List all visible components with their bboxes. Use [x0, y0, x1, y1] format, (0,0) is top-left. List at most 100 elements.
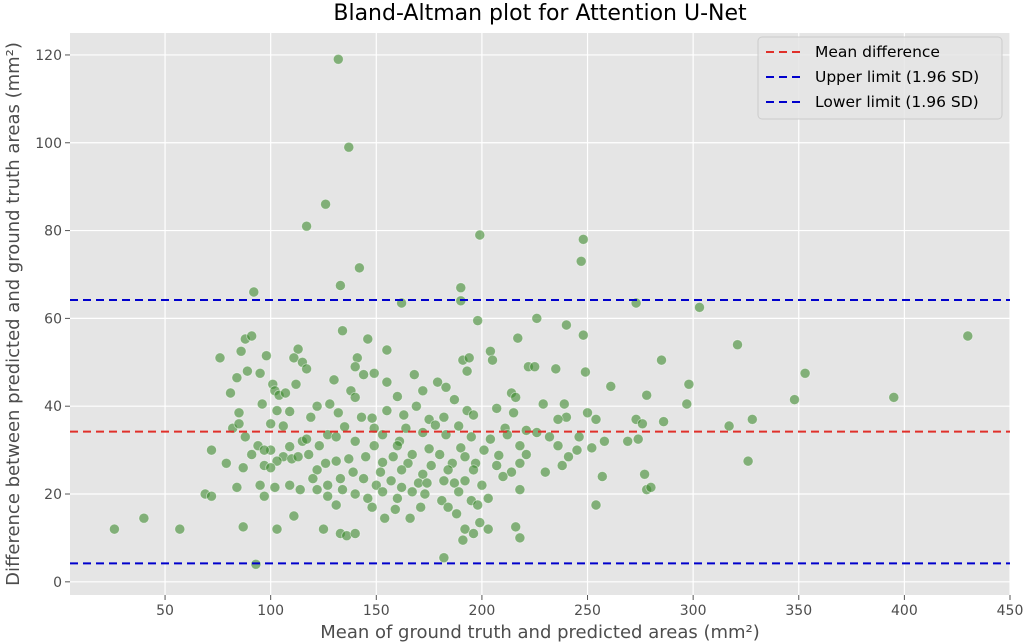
data-point — [506, 466, 517, 478]
data-point — [301, 363, 313, 375]
data-point — [442, 464, 454, 476]
data-point — [385, 475, 397, 487]
data-point — [381, 344, 393, 356]
data-point — [639, 468, 650, 480]
data-point — [493, 449, 505, 461]
data-point — [258, 444, 270, 456]
data-point — [529, 361, 541, 373]
data-point — [280, 387, 291, 399]
legend-box — [757, 36, 1003, 120]
x-axis-label: Mean of ground truth and predicted areas… — [320, 622, 760, 643]
data-point — [436, 495, 448, 507]
y-tick-label: 120 — [35, 48, 62, 64]
data-point — [683, 378, 695, 390]
data-point — [605, 380, 617, 392]
data-point — [358, 473, 370, 485]
data-point — [482, 523, 494, 535]
data-point — [520, 449, 532, 460]
data-point — [254, 479, 266, 491]
data-point — [109, 523, 120, 535]
data-point — [453, 486, 465, 498]
data-point — [301, 220, 313, 232]
legend-label: Mean difference — [815, 43, 940, 61]
data-point — [746, 413, 758, 425]
data-point — [353, 262, 365, 274]
data-point — [311, 484, 323, 496]
x-tick-label: 200 — [469, 603, 496, 619]
data-point — [573, 431, 585, 443]
data-point — [888, 391, 900, 403]
data-point — [174, 523, 186, 535]
y-tick-label: 40 — [44, 399, 62, 415]
data-point — [301, 433, 313, 445]
data-point — [434, 449, 446, 460]
data-point — [440, 381, 452, 393]
data-point — [455, 442, 467, 454]
data-point — [235, 345, 247, 357]
data-point — [406, 449, 418, 460]
plot-background — [70, 33, 1010, 595]
data-point — [432, 376, 444, 388]
data-point — [577, 233, 589, 245]
data-point — [468, 409, 479, 421]
y-axis-label: Difference between predicted and ground … — [3, 42, 24, 586]
data-point — [389, 503, 401, 515]
data-point — [599, 435, 610, 447]
data-point — [448, 394, 460, 406]
data-point — [641, 389, 653, 401]
y-tick-label: 100 — [35, 136, 62, 152]
data-point — [582, 407, 593, 419]
y-axis-ticks: 0 20 40 60 80 100 120 — [35, 48, 70, 591]
data-point — [349, 391, 361, 403]
data-point — [482, 492, 494, 504]
x-tick-label: 150 — [363, 603, 390, 619]
data-point — [438, 475, 450, 487]
data-point — [305, 411, 317, 423]
data-point — [284, 441, 296, 453]
data-point — [474, 517, 486, 528]
data-point — [206, 444, 217, 456]
data-point — [552, 440, 564, 452]
data-point — [421, 477, 433, 489]
data-point — [358, 369, 370, 381]
data-point — [438, 552, 450, 564]
data-point — [225, 387, 236, 399]
data-point — [347, 466, 359, 478]
data-point — [561, 319, 572, 331]
data-point — [294, 484, 306, 496]
data-point — [248, 286, 260, 298]
data-point — [463, 352, 475, 364]
data-point — [258, 490, 270, 502]
data-point — [474, 229, 486, 241]
data-point — [417, 385, 429, 397]
data-point — [370, 479, 382, 491]
data-point — [402, 457, 414, 469]
data-point — [284, 479, 296, 491]
data-point — [789, 394, 800, 406]
data-point — [461, 365, 473, 377]
data-point — [457, 534, 469, 546]
data-point — [681, 398, 693, 410]
legend: Mean difference Upper limit (1.96 SD) Lowe… — [757, 36, 1003, 120]
data-point — [484, 345, 496, 357]
data-point — [512, 332, 524, 344]
data-point — [406, 486, 418, 498]
data-point — [429, 419, 441, 431]
data-point — [451, 508, 463, 520]
data-point — [590, 499, 602, 511]
data-point — [246, 449, 258, 460]
data-point — [311, 464, 323, 476]
legend-label: Lower limit (1.96 SD) — [815, 93, 979, 111]
data-point — [271, 523, 283, 535]
data-point — [476, 479, 488, 491]
data-point — [472, 315, 484, 327]
data-point — [550, 363, 562, 375]
data-point — [328, 374, 340, 386]
data-point — [265, 462, 277, 474]
data-point — [233, 407, 245, 419]
data-point — [288, 352, 300, 364]
data-point — [622, 435, 634, 447]
data-point — [491, 402, 503, 414]
data-point — [377, 486, 389, 498]
